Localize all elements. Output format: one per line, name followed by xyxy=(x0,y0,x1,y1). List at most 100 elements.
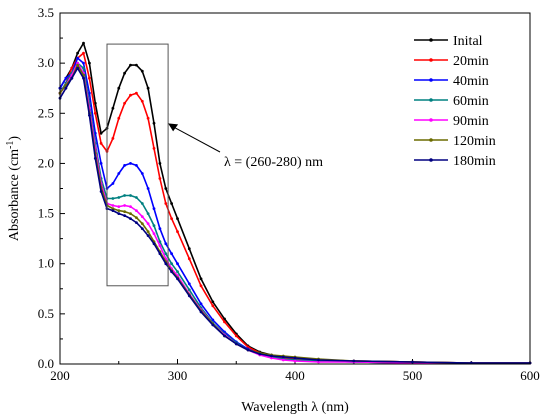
data-point xyxy=(117,172,121,175)
series-180min xyxy=(58,66,532,365)
data-point xyxy=(88,76,91,80)
data-point xyxy=(99,142,103,145)
data-point xyxy=(146,212,150,216)
data-point xyxy=(199,302,203,306)
data-point xyxy=(211,323,215,327)
data-point xyxy=(117,116,121,120)
data-point xyxy=(123,194,126,197)
legend-entry: 120min xyxy=(453,134,496,149)
data-point xyxy=(99,190,103,193)
data-point xyxy=(88,91,91,95)
data-point xyxy=(140,99,144,103)
data-point xyxy=(76,63,79,67)
data-point xyxy=(135,221,138,225)
data-point xyxy=(352,359,356,363)
legend-marker xyxy=(429,58,433,62)
data-point xyxy=(93,101,97,105)
data-point xyxy=(111,204,115,207)
annotation-layer: λ = (260-280) nm xyxy=(106,43,323,287)
data-point xyxy=(129,93,132,97)
data-point xyxy=(140,215,144,219)
data-point xyxy=(187,257,191,261)
data-point xyxy=(82,41,85,45)
data-point xyxy=(164,202,168,205)
legend-marker xyxy=(429,98,433,102)
data-point xyxy=(123,164,126,167)
data-point xyxy=(82,66,85,70)
series-layer xyxy=(58,41,532,365)
y-tick-label: 0.5 xyxy=(38,306,54,321)
data-point xyxy=(123,214,126,218)
y-axis-label-sup: -1 xyxy=(5,141,16,149)
data-point xyxy=(199,310,203,314)
data-point xyxy=(158,240,162,244)
data-point xyxy=(129,162,132,165)
data-point xyxy=(152,207,156,211)
legend-entry: 20min xyxy=(453,54,489,69)
data-point xyxy=(158,177,162,180)
data-point xyxy=(111,137,115,140)
data-point xyxy=(199,277,203,281)
legend: Inital 20min 40min 60min 90min 120min 180min xyxy=(414,34,496,169)
data-point xyxy=(258,352,262,356)
data-point xyxy=(270,356,273,360)
x-tick-label: 200 xyxy=(50,368,70,383)
data-point xyxy=(140,222,144,226)
data-point xyxy=(111,197,115,200)
data-point xyxy=(70,66,74,70)
y-axis-label-tail: ) xyxy=(7,136,22,141)
data-point xyxy=(281,355,285,359)
data-point xyxy=(146,86,150,90)
data-point xyxy=(70,76,74,80)
data-point xyxy=(170,270,174,274)
data-point xyxy=(164,242,168,246)
data-point xyxy=(99,162,103,165)
x-tick-label: 600 xyxy=(520,368,540,383)
data-point xyxy=(111,106,115,110)
data-point xyxy=(158,252,162,256)
data-point xyxy=(176,277,179,281)
data-point xyxy=(152,147,156,150)
ticks-layer: 200 300 400 500 600 0.0 0.5 1.0 1.5 2.0 2.5 3.0 3.5 xyxy=(38,5,540,383)
data-point xyxy=(93,111,97,115)
data-point xyxy=(93,157,97,160)
data-point xyxy=(170,252,174,256)
data-point xyxy=(164,252,168,256)
data-point xyxy=(152,232,156,236)
y-tick-label: 2.0 xyxy=(38,155,54,170)
y-tick-label: 0.0 xyxy=(38,356,54,371)
data-point xyxy=(111,182,115,185)
data-point xyxy=(211,318,215,322)
data-point xyxy=(140,69,144,73)
x-tick-label: 300 xyxy=(168,368,188,383)
data-point xyxy=(164,262,168,266)
data-point xyxy=(135,164,138,167)
data-point xyxy=(129,217,132,221)
data-point xyxy=(111,207,115,211)
annotation-text: λ = (260-280) nm xyxy=(224,155,323,170)
data-point xyxy=(152,224,156,228)
y-axis-label: Absorbance (cm-1) xyxy=(5,136,23,241)
legend-marker xyxy=(429,158,433,162)
data-point xyxy=(146,230,150,234)
data-point xyxy=(88,113,91,117)
data-point xyxy=(129,194,132,197)
data-point xyxy=(123,204,126,207)
data-point xyxy=(246,348,250,352)
data-point xyxy=(187,247,191,251)
data-point xyxy=(88,61,91,65)
data-point xyxy=(176,217,179,221)
data-point xyxy=(82,61,85,65)
data-point xyxy=(140,172,144,175)
x-axis-label: Wavelength λ (nm) xyxy=(241,400,349,415)
data-point xyxy=(146,222,150,226)
annotation-arrow-line xyxy=(173,126,221,153)
legend-marker xyxy=(429,138,433,142)
legend-marker xyxy=(429,78,433,82)
data-point xyxy=(129,205,132,209)
data-point xyxy=(64,86,68,90)
data-point xyxy=(140,227,144,231)
data-point xyxy=(317,358,320,362)
data-point xyxy=(117,86,121,90)
data-point xyxy=(129,212,132,216)
